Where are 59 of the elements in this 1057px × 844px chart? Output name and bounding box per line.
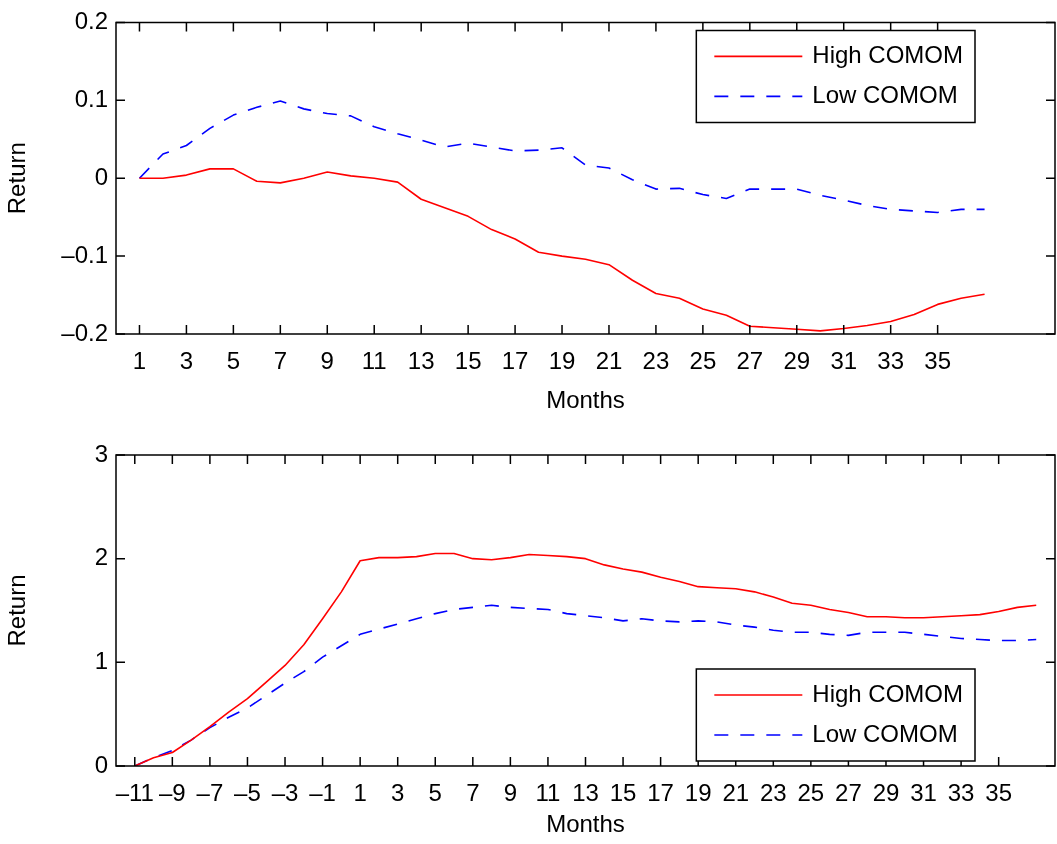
y-tick-label: 0 <box>94 162 108 190</box>
y-axis-title: Return <box>3 574 31 647</box>
y-tick-label: 0.1 <box>74 84 108 112</box>
x-tick-label: 29 <box>783 347 811 375</box>
x-tick-label: 31 <box>830 347 858 375</box>
y-tick-label: 3 <box>94 439 108 467</box>
x-tick-label: 5 <box>226 347 241 375</box>
x-tick-label: 1 <box>132 347 147 375</box>
y-tick-label: –0.2 <box>61 318 108 346</box>
x-tick-label: 27 <box>736 347 764 375</box>
x-tick-label: 19 <box>548 347 576 375</box>
x-axis-title: Months <box>546 386 625 414</box>
x-tick-label: 3 <box>179 347 194 375</box>
x-tick-label: 25 <box>689 347 717 375</box>
y-tick-label: 0.2 <box>74 7 108 35</box>
x-tick-label: 11 <box>535 779 561 807</box>
x-tick-label: 35 <box>924 347 951 375</box>
x-tick-label: 15 <box>454 347 482 375</box>
y-axis-title: Return <box>3 142 31 215</box>
legend-label: Low COMOM <box>812 81 958 109</box>
x-tick-label: 33 <box>947 779 975 807</box>
x-tick-label: 3 <box>391 779 405 807</box>
x-tick-label: 19 <box>684 779 712 807</box>
y-tick-label: 2 <box>94 543 108 571</box>
x-tick-label: –1 <box>309 779 336 807</box>
x-tick-label: –11 <box>115 779 154 807</box>
x-tick-label: 7 <box>273 347 287 375</box>
legend-label: Low COMOM <box>812 719 958 747</box>
x-tick-label: 27 <box>835 779 862 807</box>
y-tick-label: 0 <box>94 750 108 778</box>
x-tick-label: 13 <box>572 779 599 807</box>
y-tick-label: 1 <box>94 646 108 674</box>
x-tick-label: 7 <box>466 779 480 807</box>
x-tick-label: –9 <box>158 779 186 807</box>
x-tick-label: 13 <box>407 347 435 375</box>
x-tick-label: 15 <box>609 779 637 807</box>
x-tick-label: 29 <box>872 779 900 807</box>
legend-label: High COMOM <box>812 679 964 707</box>
x-tick-label: 31 <box>910 779 937 807</box>
x-tick-label: 23 <box>642 347 670 375</box>
x-tick-label: –3 <box>271 779 299 807</box>
x-axis-title: Months <box>546 810 625 838</box>
x-tick-label: 25 <box>797 779 825 807</box>
x-tick-label: 9 <box>503 779 518 807</box>
x-tick-label: 35 <box>985 779 1013 807</box>
x-tick-label: 33 <box>877 347 905 375</box>
x-tick-label: –5 <box>234 779 261 807</box>
legend-label: High COMOM <box>812 41 964 69</box>
x-tick-label: 17 <box>647 779 674 807</box>
x-tick-label: 17 <box>501 347 529 375</box>
x-tick-label: 5 <box>428 779 442 807</box>
x-tick-label: 9 <box>320 347 334 375</box>
y-tick-label: –0.1 <box>61 240 108 268</box>
x-tick-label: 21 <box>722 779 750 807</box>
x-tick-label: –7 <box>196 779 224 807</box>
x-tick-label: 23 <box>759 779 787 807</box>
x-tick-label: 11 <box>361 347 387 375</box>
x-tick-label: 21 <box>595 347 623 375</box>
x-tick-label: 1 <box>353 779 367 807</box>
